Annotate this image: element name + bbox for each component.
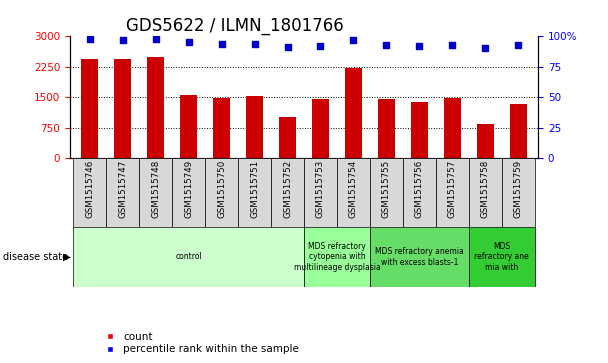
Bar: [469, 158, 502, 227]
Bar: [444, 98, 461, 158]
Text: GSM1515746: GSM1515746: [85, 160, 94, 218]
Bar: [73, 227, 304, 287]
Text: control: control: [175, 252, 202, 261]
Point: [447, 42, 457, 48]
Bar: [436, 158, 469, 227]
Point: [85, 36, 95, 42]
Text: GSM1515750: GSM1515750: [217, 160, 226, 218]
Point: [382, 42, 392, 48]
Bar: [106, 158, 139, 227]
Bar: [213, 98, 230, 158]
Text: GSM1515752: GSM1515752: [283, 160, 292, 218]
Text: GSM1515748: GSM1515748: [151, 160, 160, 218]
Point: [250, 41, 260, 46]
Text: GSM1515753: GSM1515753: [316, 160, 325, 218]
Bar: [403, 158, 436, 227]
Point: [480, 46, 490, 52]
Bar: [337, 158, 370, 227]
Bar: [139, 158, 172, 227]
Text: GSM1515754: GSM1515754: [349, 160, 358, 218]
Bar: [73, 158, 106, 227]
Bar: [147, 57, 164, 158]
Bar: [313, 99, 329, 158]
Text: GSM1515758: GSM1515758: [481, 160, 490, 218]
Text: GSM1515749: GSM1515749: [184, 160, 193, 218]
Bar: [304, 158, 337, 227]
Point: [513, 42, 523, 48]
Bar: [238, 158, 271, 227]
Point: [415, 43, 424, 49]
Text: MDS refractory
cytopenia with
multilineage dysplasia: MDS refractory cytopenia with multilinea…: [294, 242, 381, 272]
Text: GSM1515747: GSM1515747: [118, 160, 127, 218]
Point: [348, 37, 358, 43]
Bar: [378, 99, 395, 158]
Point: [283, 44, 292, 50]
Bar: [510, 103, 527, 158]
Text: MDS refractory anemia
with excess blasts-1: MDS refractory anemia with excess blasts…: [375, 247, 464, 266]
Legend: count, percentile rank within the sample: count, percentile rank within the sample: [100, 332, 299, 354]
Bar: [246, 96, 263, 158]
Text: ▶: ▶: [63, 252, 71, 262]
Bar: [304, 227, 370, 287]
Bar: [172, 158, 205, 227]
Text: GSM1515751: GSM1515751: [250, 160, 259, 218]
Point: [184, 40, 193, 45]
Text: MDS
refractory ane
mia with: MDS refractory ane mia with: [474, 242, 529, 272]
Bar: [502, 158, 535, 227]
Text: GSM1515759: GSM1515759: [514, 160, 523, 218]
Bar: [81, 60, 98, 158]
Text: GDS5622 / ILMN_1801766: GDS5622 / ILMN_1801766: [126, 17, 344, 35]
Bar: [345, 68, 362, 158]
Bar: [370, 227, 469, 287]
Text: GSM1515755: GSM1515755: [382, 160, 391, 218]
Bar: [205, 158, 238, 227]
Point: [118, 37, 128, 43]
Bar: [114, 58, 131, 158]
Bar: [181, 95, 197, 158]
Bar: [477, 124, 494, 158]
Text: GSM1515757: GSM1515757: [448, 160, 457, 218]
Point: [216, 41, 226, 46]
Point: [151, 36, 161, 42]
Bar: [271, 158, 304, 227]
Bar: [469, 227, 535, 287]
Bar: [279, 117, 295, 158]
Text: GSM1515756: GSM1515756: [415, 160, 424, 218]
Bar: [411, 102, 427, 158]
Bar: [370, 158, 403, 227]
Point: [316, 43, 325, 49]
Text: disease state: disease state: [3, 252, 68, 262]
